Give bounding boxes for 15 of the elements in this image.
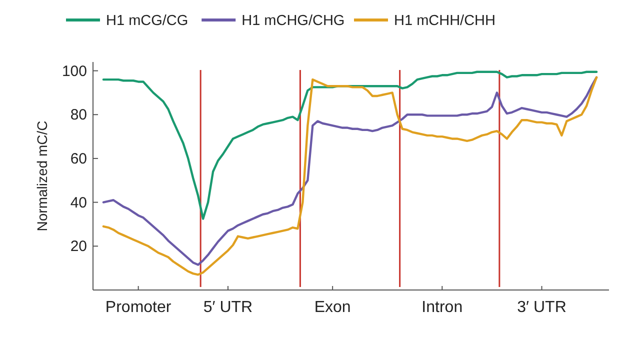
- legend-label: H1 mCHG/CHG: [242, 13, 345, 29]
- legend-label: H1 mCHH/CHH: [394, 13, 496, 29]
- x-tick-label: Promoter: [105, 299, 172, 316]
- line-series: [102, 70, 598, 220]
- y-tick-label: 40: [70, 194, 87, 212]
- y-tick-label: 100: [62, 62, 87, 80]
- y-tick-label: 20: [70, 238, 87, 256]
- y-axis-title: Normalized mC/C: [34, 120, 50, 232]
- y-tick-label: 80: [70, 106, 87, 124]
- legend-label: H1 mCG/CG: [106, 13, 188, 29]
- x-tick-label: Exon: [314, 299, 351, 316]
- x-tick-label: 3′ UTR: [517, 299, 566, 316]
- y-tick-label: 60: [70, 150, 87, 168]
- x-tick-label: Intron: [422, 299, 463, 316]
- x-tick-label: 5′ UTR: [203, 299, 253, 316]
